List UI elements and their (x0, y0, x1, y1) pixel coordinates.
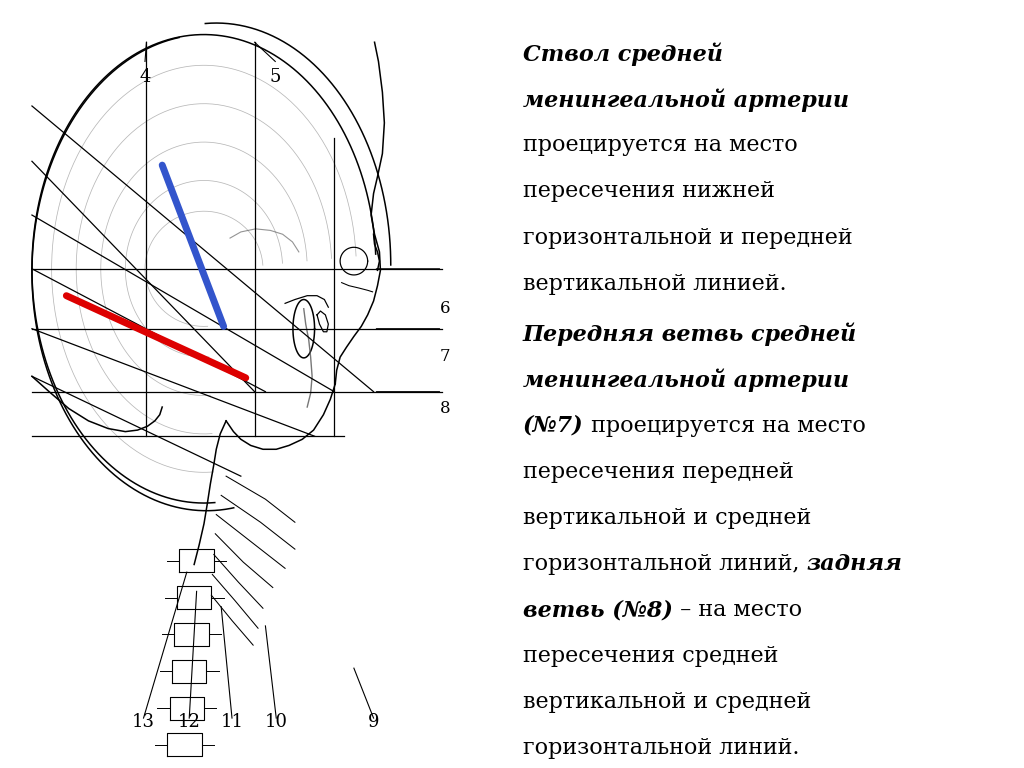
Text: 10: 10 (265, 713, 288, 731)
Text: вертикальной и средней: вертикальной и средней (523, 691, 811, 713)
Text: 11: 11 (220, 713, 244, 731)
Text: пересечения средней: пересечения средней (523, 645, 778, 667)
Text: 5: 5 (269, 68, 281, 86)
Text: 12: 12 (178, 713, 201, 731)
Text: пересечения нижней: пересечения нижней (523, 180, 775, 203)
Text: задняя: задняя (807, 553, 902, 575)
Text: пересечения передней: пересечения передней (523, 461, 794, 483)
Text: горизонтальной и передней: горизонтальной и передней (523, 227, 853, 249)
Text: проецируется на место: проецируется на место (584, 415, 865, 437)
Text: 4: 4 (139, 68, 151, 86)
Text: горизонтальной линий,: горизонтальной линий, (523, 553, 807, 575)
Text: ветвь (№8): ветвь (№8) (523, 599, 673, 621)
Text: 9: 9 (368, 713, 379, 731)
Text: вертикальной и средней: вертикальной и средней (523, 507, 811, 529)
Text: горизонтальной линий.: горизонтальной линий. (523, 737, 800, 760)
Text: Ствол средней: Ствол средней (523, 42, 723, 66)
Text: 8: 8 (439, 400, 451, 417)
Text: 7: 7 (439, 348, 451, 365)
Text: (№7): (№7) (523, 415, 584, 437)
Text: менингеальной артерии: менингеальной артерии (523, 369, 849, 392)
Text: менингеальной артерии: менингеальной артерии (523, 88, 849, 112)
Text: – на место: – на место (673, 599, 802, 621)
Text: 13: 13 (132, 713, 155, 731)
Text: 6: 6 (439, 300, 451, 317)
Text: вертикальной линией.: вертикальной линией. (523, 273, 786, 295)
Text: Передняя ветвь средней: Передняя ветвь средней (523, 323, 857, 346)
Text: проецируется на место: проецируется на место (523, 134, 798, 157)
